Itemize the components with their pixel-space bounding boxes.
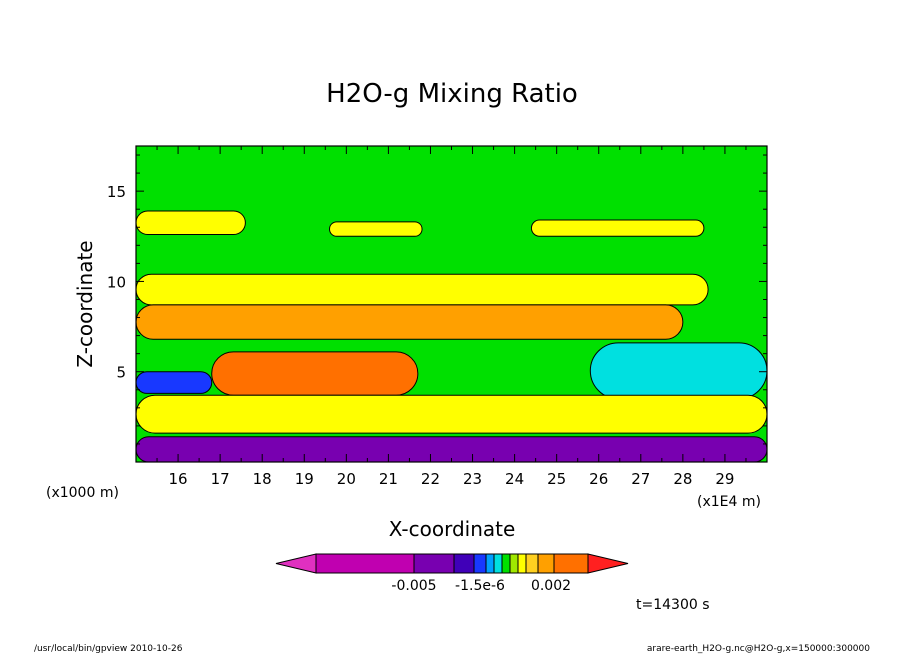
colorbar [275, 553, 629, 574]
colorbar-segment [553, 553, 589, 574]
y-tick-label: 15 [107, 183, 126, 201]
x-tick-label: 21 [379, 470, 398, 488]
colorbar-arrow-high [587, 553, 629, 574]
colorbar-segment [517, 553, 527, 574]
contour-region-purple [136, 436, 767, 462]
contour-region-yellow [530, 219, 705, 237]
colorbar-segment [501, 553, 511, 574]
x-tick-label: 20 [337, 470, 356, 488]
colorbar-segment [525, 553, 539, 574]
x-tick-label: 18 [253, 470, 272, 488]
x-axis-label: X-coordinate [389, 517, 516, 541]
footer-left: /usr/local/bin/gpview 2010-10-26 [34, 644, 183, 654]
y-axis-unit: (x1000 m) [46, 485, 119, 501]
x-tick-label: 16 [169, 470, 188, 488]
colorbar-tick-labels: -0.005 -1.5e-6 0.002 [391, 578, 571, 594]
x-tick-label: 29 [715, 470, 734, 488]
contour-region-orange [136, 304, 684, 340]
colorbar-tick-label: 0.002 [531, 578, 571, 594]
colorbar-segment [493, 553, 503, 574]
colorbar-tick-label: -1.5e-6 [455, 578, 505, 594]
x-tick-label: 24 [505, 470, 524, 488]
y-tick-label: 10 [107, 273, 126, 291]
footer-right: arare-earth_H2O-g.nc@H2O-g,x=150000:3000… [647, 644, 870, 654]
contour-region-blue [136, 371, 213, 394]
colorbar-segment [413, 553, 455, 574]
colorbar-segment [473, 553, 487, 574]
contour-region-yellow [136, 394, 767, 434]
contour-region-cyan [589, 342, 767, 400]
colorbar-segment [537, 553, 555, 574]
contour-region-yellow [136, 210, 246, 235]
x-tick-label: 27 [631, 470, 650, 488]
x-tick-labels: 16 17 18 19 20 21 22 23 24 25 26 27 28 29 [156, 146, 747, 488]
chart-title: H2O-g Mixing Ratio [326, 79, 578, 109]
y-tick-labels: 5 10 15 [107, 154, 767, 445]
colorbar-segment [509, 553, 519, 574]
colorbar-segment [315, 553, 415, 574]
x-tick-label: 28 [673, 470, 692, 488]
time-label: t=14300 s [636, 597, 710, 613]
x-tick-label: 25 [547, 470, 566, 488]
contour-region-deep-orange [211, 351, 419, 396]
y-tick-label: 5 [116, 364, 126, 382]
colorbar-segment [485, 553, 495, 574]
x-tick-label: 22 [421, 470, 440, 488]
x-axis-unit: (x1E4 m) [697, 494, 761, 510]
colorbar-segment [453, 553, 475, 574]
colorbar-tick-label: -0.005 [391, 578, 436, 594]
plot-area [135, 145, 768, 463]
contour-region-yellow [136, 273, 709, 306]
x-tick-label: 17 [211, 470, 230, 488]
contour-region-yellow [329, 221, 423, 237]
x-tick-label: 19 [295, 470, 314, 488]
x-tick-label: 23 [463, 470, 482, 488]
colorbar-arrow-low [275, 553, 317, 574]
x-tick-label: 26 [589, 470, 608, 488]
y-axis-label: Z-coordinate [73, 240, 97, 367]
